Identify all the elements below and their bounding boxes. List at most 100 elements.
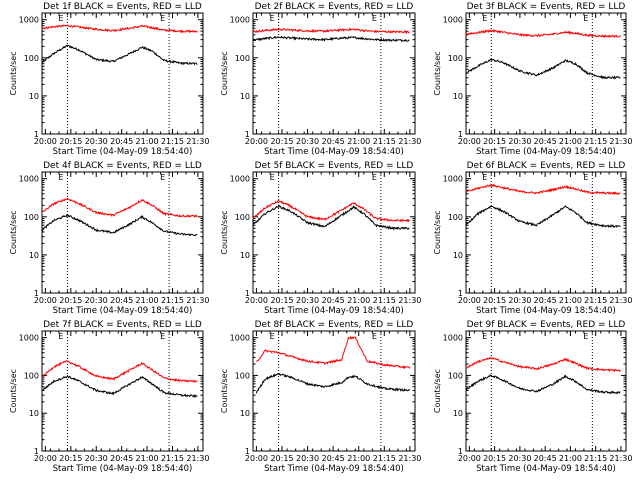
event-marker: E (58, 173, 63, 182)
panel-title: Det 1f BLACK = Events, RED = LLD (43, 2, 202, 12)
x-tick-label: 20:00 (245, 454, 268, 463)
x-tick-label: 21:00 (559, 296, 582, 305)
y-tick-label: 100 (235, 371, 250, 380)
x-tick-label: 21:30 (186, 454, 209, 463)
event-marker: E (160, 14, 165, 23)
x-tick-label: 20:00 (245, 137, 268, 146)
y-tick-label: 100 (24, 213, 39, 222)
x-tick-label: 21:00 (136, 296, 159, 305)
x-axis-label: Start Time (04-May-09 18:54:40) (53, 464, 193, 474)
event-marker: E (58, 14, 63, 23)
panel-det-8: Det 8f BLACK = Events, RED = LLD E E 1 10 100… (220, 320, 421, 474)
x-tick-label: 20:45 (110, 454, 133, 463)
x-tick-label: 21:15 (373, 296, 396, 305)
x-axis-label: Start Time (04-May-09 18:54:40) (53, 306, 193, 316)
x-tick-label: 20:45 (322, 296, 345, 305)
x-tick-label: 20:15 (270, 454, 293, 463)
panel-det-5: Det 5f BLACK = Events, RED = LLD E E 1 10 100… (220, 161, 421, 316)
x-axis-label: Start Time (04-May-09 18:54:40) (264, 306, 404, 316)
y-tick-label: 10 (240, 92, 250, 101)
x-tick-label: 20:15 (59, 137, 82, 146)
event-marker: E (270, 14, 275, 23)
x-tick-label: 20:30 (85, 296, 108, 305)
panel-det-4: Det 4f BLACK = Events, RED = LLD E E 1 10 100… (9, 161, 209, 316)
event-marker: E (482, 173, 487, 182)
plot-frame (465, 171, 627, 294)
y-axis-label: Counts/sec (433, 369, 442, 413)
panel-det-3: Det 3f BLACK = Events, RED = LLD E E 1 10 100… (433, 2, 632, 157)
event-marker: E (482, 14, 487, 23)
plot-frame (41, 171, 204, 294)
y-tick-label: 100 (235, 213, 250, 222)
x-tick-label: 20:00 (245, 296, 268, 305)
event-marker: E (583, 14, 588, 23)
series-lld-line (41, 197, 198, 219)
y-tick-label: 1 (245, 447, 250, 456)
x-tick-label: 21:15 (161, 454, 184, 463)
y-tick-label: 10 (453, 92, 463, 101)
event-marker: E (270, 332, 275, 341)
series-lld-line (41, 24, 198, 34)
x-tick-label: 20:15 (483, 454, 506, 463)
series-lld-line (256, 335, 411, 370)
y-tick-label: 10 (240, 409, 250, 418)
x-tick-label: 20:00 (34, 137, 57, 146)
x-tick-label: 21:30 (186, 137, 209, 146)
plot-frame (252, 12, 416, 135)
series-events-line (253, 35, 410, 43)
series-events-line (255, 372, 411, 394)
panel-det-2: Det 2f BLACK = Events, RED = LLD E E 1 10 100… (220, 2, 421, 157)
series-events-line (466, 205, 621, 229)
series-lld-line (41, 360, 198, 384)
y-tick-label: 1000 (443, 334, 463, 343)
x-tick-label: 21:30 (609, 137, 632, 146)
y-tick-label: 1000 (230, 16, 250, 25)
y-axis-label: Counts/sec (9, 369, 18, 413)
x-tick-label: 20:30 (296, 137, 319, 146)
y-axis-label: Counts/sec (220, 369, 229, 413)
y-tick-label: 1000 (230, 334, 250, 343)
series-events-line (465, 374, 621, 395)
x-tick-label: 20:30 (85, 454, 108, 463)
y-axis-label: Counts/sec (220, 51, 229, 95)
y-tick-label: 100 (448, 213, 463, 222)
x-tick-label: 21:15 (373, 454, 396, 463)
x-tick-label: 21:30 (398, 454, 421, 463)
x-tick-label: 21:00 (559, 454, 582, 463)
y-axis-label: Counts/sec (9, 210, 18, 254)
y-tick-label: 100 (235, 54, 250, 63)
y-tick-label: 1 (458, 130, 463, 139)
y-tick-label: 100 (448, 54, 463, 63)
series-events-line (41, 44, 198, 66)
y-tick-label: 1 (34, 447, 39, 456)
x-tick-label: 20:30 (85, 137, 108, 146)
event-marker: E (583, 173, 588, 182)
y-tick-label: 10 (29, 409, 39, 418)
x-tick-label: 20:45 (322, 454, 345, 463)
series-events-line (41, 214, 198, 237)
y-tick-label: 100 (24, 54, 39, 63)
y-tick-label: 1 (458, 289, 463, 298)
event-marker: E (372, 332, 377, 341)
panel-title: Det 6f BLACK = Events, RED = LLD (467, 161, 626, 171)
x-tick-label: 20:00 (458, 296, 481, 305)
x-tick-label: 21:30 (609, 296, 632, 305)
x-tick-label: 20:15 (270, 137, 293, 146)
x-tick-label: 21:30 (398, 137, 421, 146)
panel-title: Det 8f BLACK = Events, RED = LLD (255, 320, 414, 330)
event-marker: E (372, 173, 377, 182)
panel-det-7: Det 7f BLACK = Events, RED = LLD E E 1 10 100… (9, 320, 209, 474)
event-marker: E (482, 332, 487, 341)
x-axis-label: Start Time (04-May-09 18:54:40) (53, 147, 193, 157)
event-marker: E (583, 332, 588, 341)
plot-frame (41, 12, 204, 135)
y-axis-label: Counts/sec (9, 51, 18, 95)
x-tick-label: 21:15 (584, 296, 607, 305)
x-tick-label: 21:15 (584, 454, 607, 463)
event-marker: E (372, 14, 377, 23)
x-tick-label: 20:45 (534, 296, 557, 305)
x-tick-label: 21:00 (559, 137, 582, 146)
x-tick-label: 20:15 (483, 137, 506, 146)
y-tick-label: 100 (24, 371, 39, 380)
